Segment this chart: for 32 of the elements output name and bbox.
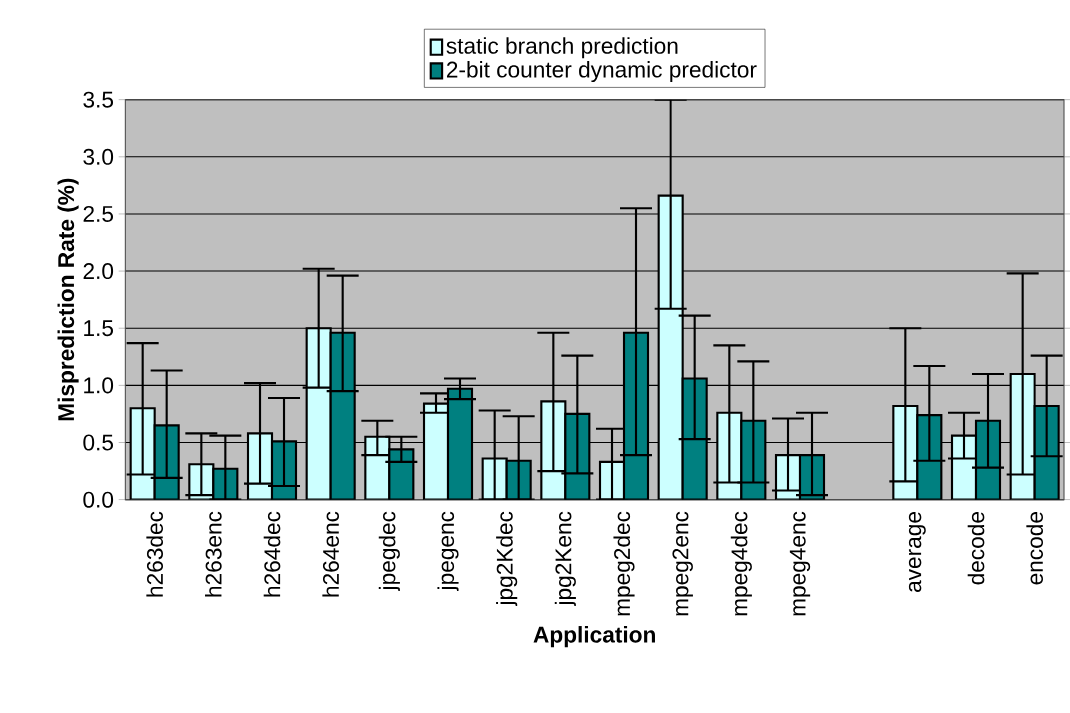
bar — [330, 332, 355, 500]
y-tick-label: 1.5 — [84, 320, 114, 337]
y-tick-label: 3.5 — [83, 91, 114, 108]
x-tick-label: h264enc — [322, 511, 340, 597]
x-tick-label: encode — [1026, 512, 1043, 585]
x-axis-title: Application — [533, 626, 655, 648]
y-tick-label: 2.5 — [83, 205, 114, 222]
bar — [424, 403, 448, 500]
x-tick-label: mpeg2dec — [613, 511, 635, 616]
x-tick-label: mpeg4dec — [730, 511, 752, 616]
y-tick-label: 1.0 — [84, 377, 114, 394]
legend-label: 2-bit counter dynamic predictor — [446, 60, 757, 83]
y-tick-label: 3.0 — [83, 148, 114, 165]
x-tick-label: jpegenc — [437, 511, 459, 591]
x-tick-label: mpeg2enc — [672, 511, 693, 616]
x-tick-label: jpegdec — [378, 511, 400, 591]
bar — [306, 328, 331, 500]
y-tick-label: 0.0 — [83, 491, 114, 508]
x-tick-label: jpg2Kdec — [496, 511, 518, 607]
x-tick-label: h263dec — [146, 511, 164, 597]
x-tick-label: decode — [967, 512, 985, 585]
x-tick-label: h264dec — [263, 511, 281, 597]
x-tick-label: jpg2Kenc — [554, 511, 576, 607]
x-tick-label: h263enc — [205, 511, 222, 597]
bar — [448, 388, 473, 500]
y-axis-title: Misprediction Rate (%) — [57, 178, 79, 421]
bar — [658, 195, 683, 500]
y-tick-label: 2.0 — [83, 263, 114, 280]
legend-label: static branch prediction — [446, 37, 678, 59]
x-tick-label: mpeg4enc — [789, 511, 811, 616]
y-tick-label: 0.5 — [83, 434, 114, 451]
x-tick-label: average — [908, 512, 926, 592]
